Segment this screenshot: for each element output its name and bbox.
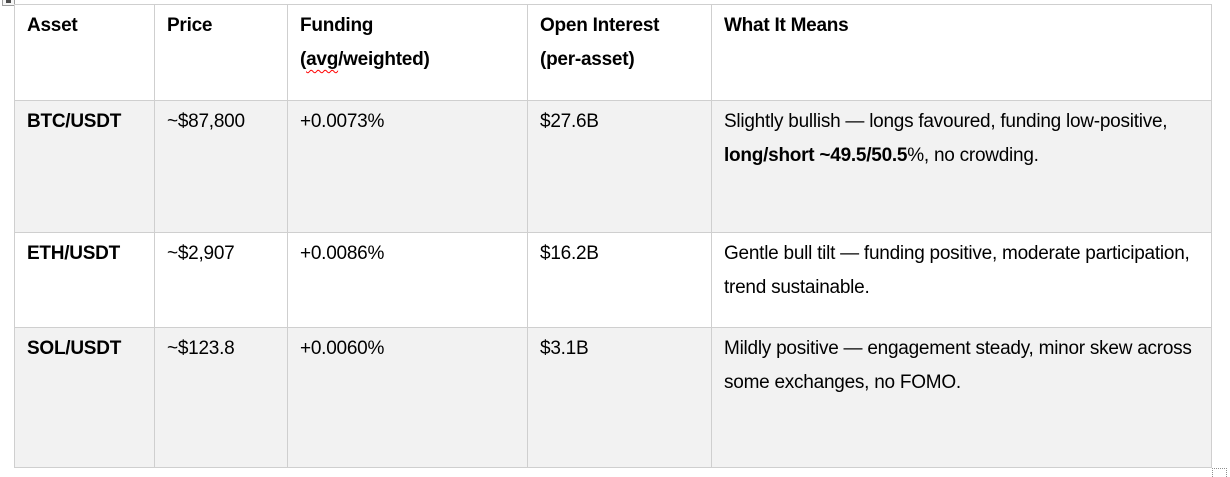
table-row-sol: SOL/USDT ~$123.8 +0.0060% $3.1B Mildly p… [14, 327, 1212, 468]
table-resize-handle-icon[interactable] [1212, 468, 1227, 477]
cell-price[interactable]: ~$123.8 [154, 327, 288, 468]
funding-value: +0.0086% [300, 243, 385, 264]
cell-meaning[interactable]: Gentle bull tilt — funding positive, mod… [711, 232, 1212, 328]
header-open-interest-sub: (per-asset) [540, 49, 635, 70]
crypto-derivatives-table: Asset Price Funding (avg/weighted) Open … [14, 4, 1212, 468]
price-value: ~$87,800 [167, 111, 245, 132]
header-funding-sub-misspelled-word: avg [306, 49, 339, 70]
meaning-text-bold: long/short ~49.5/50.5 [724, 145, 908, 166]
cell-funding[interactable]: +0.0086% [287, 232, 528, 328]
meaning-text: Gentle bull tilt — funding positive, mod… [724, 243, 1190, 298]
header-asset-label: Asset [27, 15, 78, 36]
meaning-text: Mildly positive — engagement steady, min… [724, 338, 1192, 393]
cell-asset[interactable]: ETH/USDT [14, 232, 155, 328]
cell-funding[interactable]: +0.0060% [287, 327, 528, 468]
cell-asset[interactable]: BTC/USDT [14, 100, 155, 233]
price-value: ~$2,907 [167, 243, 235, 264]
open-interest-value: $3.1B [540, 338, 589, 359]
open-interest-value: $16.2B [540, 243, 599, 264]
header-cell-price[interactable]: Price [154, 4, 288, 101]
cell-meaning[interactable]: Mildly positive — engagement steady, min… [711, 327, 1212, 468]
header-cell-funding[interactable]: Funding (avg/weighted) [287, 4, 528, 101]
cell-open-interest[interactable]: $27.6B [527, 100, 712, 233]
open-interest-value: $27.6B [540, 111, 599, 132]
cell-meaning[interactable]: Slightly bullish — longs favoured, fundi… [711, 100, 1212, 233]
table-header-row: Asset Price Funding (avg/weighted) Open … [14, 4, 1212, 101]
header-cell-what-it-means[interactable]: What It Means [711, 4, 1212, 101]
cell-price[interactable]: ~$2,907 [154, 232, 288, 328]
header-open-interest-label: Open Interest [540, 15, 660, 36]
header-cell-asset[interactable]: Asset [14, 4, 155, 101]
table-move-handle-icon[interactable] [2, 0, 15, 6]
cell-price[interactable]: ~$87,800 [154, 100, 288, 233]
price-value: ~$123.8 [167, 338, 235, 359]
header-what-it-means-label: What It Means [724, 15, 849, 36]
header-price-label: Price [167, 15, 213, 36]
cell-open-interest[interactable]: $3.1B [527, 327, 712, 468]
header-cell-open-interest[interactable]: Open Interest (per-asset) [527, 4, 712, 101]
header-funding-sub-rest: /weighted) [338, 49, 430, 70]
table-row-btc: BTC/USDT ~$87,800 +0.0073% $27.6B Slight… [14, 100, 1212, 233]
funding-value: +0.0060% [300, 338, 385, 359]
cell-open-interest[interactable]: $16.2B [527, 232, 712, 328]
table-row-eth: ETH/USDT ~$2,907 +0.0086% $16.2B Gentle … [14, 232, 1212, 328]
asset-label: ETH/USDT [27, 243, 120, 264]
funding-value: +0.0073% [300, 111, 385, 132]
meaning-text: Slightly bullish — longs favoured, fundi… [724, 111, 1168, 132]
header-funding-sub-open-paren: ( [300, 49, 307, 70]
meaning-text-tail: %, no crowding. [907, 145, 1039, 166]
cell-asset[interactable]: SOL/USDT [14, 327, 155, 468]
cell-funding[interactable]: +0.0073% [287, 100, 528, 233]
asset-label: SOL/USDT [27, 338, 122, 359]
asset-label: BTC/USDT [27, 111, 122, 132]
header-funding-label: Funding [300, 15, 374, 36]
